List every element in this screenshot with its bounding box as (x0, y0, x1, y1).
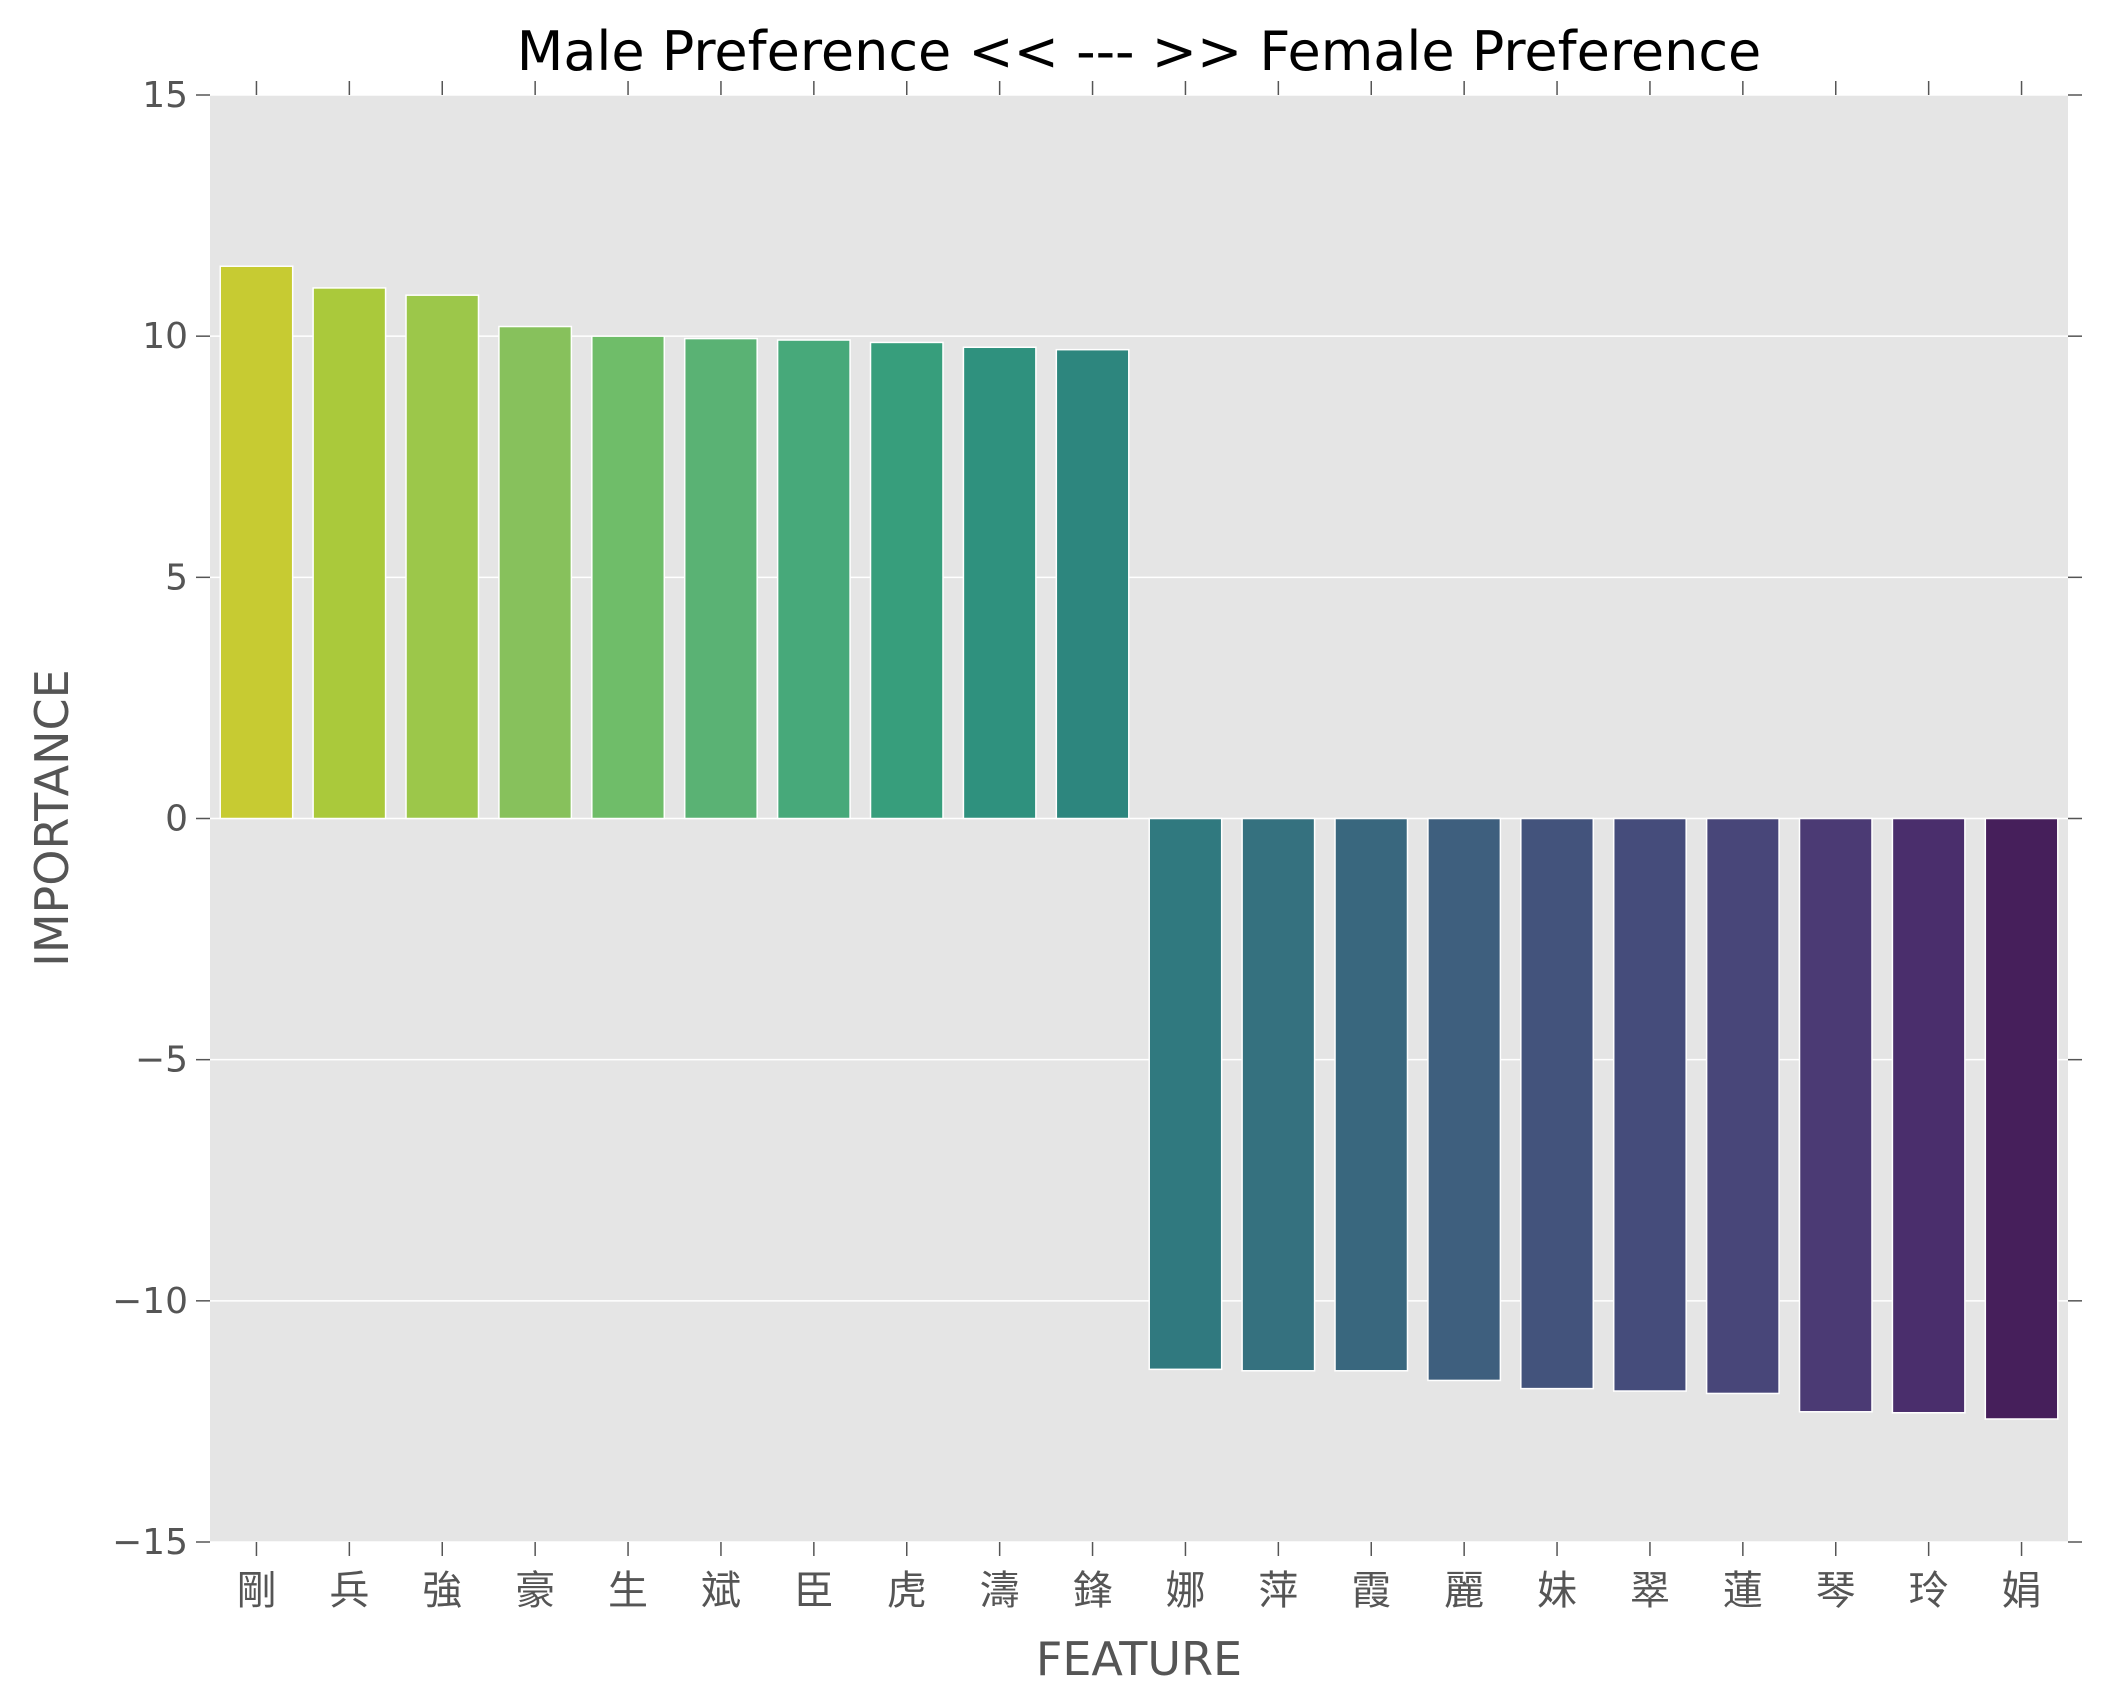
bar (498, 325, 573, 820)
bar (1148, 817, 1223, 1371)
bars (219, 265, 2059, 1420)
bar (776, 339, 851, 820)
x-tick-label: 臣 (794, 1568, 834, 1614)
x-tick-label: 濤 (980, 1568, 1020, 1614)
bar (1984, 817, 2059, 1420)
x-tick-label: 斌 (701, 1568, 741, 1614)
bar (1055, 348, 1130, 820)
bar (1612, 817, 1687, 1392)
bar (1520, 817, 1595, 1390)
x-tick-label: 妹 (1537, 1568, 1577, 1614)
y-tick-label: −5 (135, 1040, 188, 1081)
bar (312, 287, 387, 820)
x-tick-label: 鋒 (1073, 1568, 1113, 1614)
y-tick-label: 5 (165, 557, 188, 598)
y-tick-label: 0 (165, 799, 188, 840)
bar (683, 337, 758, 820)
x-tick-label: 麗 (1444, 1568, 1484, 1614)
x-tick-label: 蓮 (1723, 1568, 1763, 1614)
bar (405, 294, 480, 820)
x-tick-label: 琴 (1816, 1568, 1856, 1614)
x-tick-label: 強 (422, 1568, 462, 1614)
bar (219, 265, 294, 820)
x-tick-label: 萍 (1258, 1568, 1298, 1614)
tick-marks (196, 81, 2082, 1556)
bar (1705, 817, 1780, 1395)
x-tick-label: 生 (608, 1568, 648, 1614)
chart-title: Male Preference << --- >> Female Prefere… (517, 20, 1762, 83)
bar (1241, 817, 1316, 1372)
y-tick-label: −10 (112, 1281, 188, 1322)
x-tick-label: 娟 (2002, 1568, 2042, 1614)
y-axis-label: IMPORTANCE (25, 669, 79, 966)
y-tick-label: −15 (112, 1522, 188, 1563)
x-tick-label: 霞 (1351, 1568, 1391, 1614)
x-tick-labels: 剛兵強豪生斌臣虎濤鋒娜萍霞麗妹翠蓮琴玲娟 (236, 1568, 2041, 1614)
bar (1334, 817, 1409, 1372)
x-tick-label: 兵 (329, 1568, 369, 1614)
y-tick-labels: 15 10 5 0 −5 −10 −15 (112, 75, 188, 1563)
x-axis-label: FEATURE (1036, 1632, 1242, 1686)
bar (1798, 817, 1873, 1413)
bar (1891, 817, 1966, 1414)
x-tick-label: 剛 (236, 1568, 276, 1614)
y-tick-label: 15 (142, 75, 188, 116)
bar (591, 335, 666, 820)
bar (962, 346, 1037, 820)
x-tick-label: 玲 (1909, 1568, 1949, 1614)
x-tick-label: 翠 (1630, 1568, 1670, 1614)
x-tick-label: 豪 (515, 1568, 555, 1614)
bar (869, 341, 944, 820)
bar (1427, 817, 1502, 1382)
x-tick-label: 虎 (887, 1568, 927, 1614)
y-tick-label: 10 (142, 316, 188, 357)
x-tick-label: 娜 (1165, 1568, 1205, 1614)
